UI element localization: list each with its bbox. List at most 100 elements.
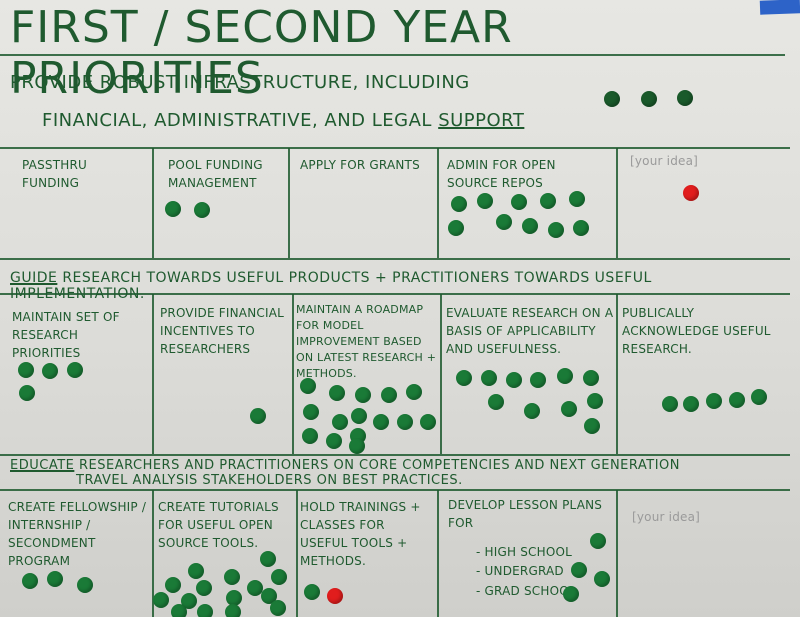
- section-1-header-line-2: financial, administrative, and legal sup…: [42, 110, 524, 131]
- section-3-header-line-2: travel analysis stakeholders on best pra…: [76, 473, 463, 488]
- vote-dot: [530, 372, 546, 388]
- cell-provide-financial-incentives: Provide financial incentives to research…: [160, 306, 285, 356]
- vote-dot: [42, 363, 58, 379]
- divider: [440, 294, 442, 454]
- vote-dot: [181, 593, 197, 609]
- vote-dot: [587, 393, 603, 409]
- vote-dot: [153, 592, 169, 608]
- divider: [152, 490, 154, 617]
- vote-dot: [304, 584, 320, 600]
- vote-dot: [165, 201, 181, 217]
- vote-dot: [524, 403, 540, 419]
- cell-admin-open-source-repos: Admin for open source repos: [447, 158, 556, 190]
- vote-dot: [561, 401, 577, 417]
- section-1-header-prefix: financial, administrative, and legal: [42, 110, 432, 131]
- vote-dot: [194, 202, 210, 218]
- vote-dot: [18, 362, 34, 378]
- section-2-header: Guide research towards useful products +…: [10, 270, 790, 302]
- vote-dot: [188, 563, 204, 579]
- vote-dot: [420, 414, 436, 430]
- vote-dot: [373, 414, 389, 430]
- vote-dot: [22, 573, 38, 589]
- cell-hold-trainings: Hold trainings + classes for useful tool…: [300, 500, 421, 568]
- vote-dot: [226, 590, 242, 606]
- section-2-header-rest: research towards useful products + pract…: [10, 270, 652, 302]
- vote-dot: [481, 370, 497, 386]
- vote-dot: [406, 384, 422, 400]
- blue-tape: [759, 0, 800, 15]
- vote-dot: [641, 91, 657, 107]
- vote-dot: [729, 392, 745, 408]
- vote-dot: [261, 588, 277, 604]
- cell-apply-for-grants: Apply for grants: [300, 158, 420, 172]
- vote-dot: [77, 577, 93, 593]
- vote-dot: [355, 387, 371, 403]
- vote-dot: [540, 193, 556, 209]
- divider: [437, 148, 439, 258]
- section-3-header-underlined: Educate: [10, 458, 75, 473]
- vote-dot: [19, 385, 35, 401]
- vote-dot: [751, 389, 767, 405]
- vote-dot: [522, 218, 538, 234]
- divider: [152, 148, 154, 258]
- lesson-plan-bullet-undergrad: - Undergrad: [476, 564, 564, 578]
- section-3-header-line-1: Educate researchers and practitioners on…: [10, 458, 790, 473]
- lesson-plan-bullet-grad-school: - Grad school: [476, 584, 576, 598]
- vote-dot: [511, 194, 527, 210]
- section-2-header-underlined: Guide: [10, 270, 58, 286]
- vote-dot: [488, 394, 504, 410]
- cell-pool-funding-management: Pool funding management: [168, 158, 263, 190]
- divider: [0, 258, 790, 260]
- cell-evaluate-research: Evaluate research on a basis of applicab…: [446, 306, 614, 356]
- vote-dot: [583, 370, 599, 386]
- vote-dot: [224, 569, 240, 585]
- vote-dot-red: [327, 588, 343, 604]
- vote-dot: [270, 600, 286, 616]
- vote-dot: [47, 571, 63, 587]
- cell-develop-lesson-plans: Develop lesson plans for: [448, 498, 603, 530]
- vote-dot: [351, 408, 367, 424]
- divider: [0, 147, 790, 149]
- cell-create-tutorials: Create tutorials for useful open source …: [158, 500, 279, 550]
- vote-dot: [683, 396, 699, 412]
- vote-dot: [584, 418, 600, 434]
- vote-dot: [332, 414, 348, 430]
- vote-dot: [571, 562, 587, 578]
- vote-dot: [349, 438, 365, 454]
- section-3-header-rest-1: researchers and practitioners on core co…: [79, 458, 681, 473]
- divider: [0, 293, 790, 295]
- cell-passthru-funding: Passthru funding: [22, 158, 87, 190]
- vote-dot: [496, 214, 512, 230]
- vote-dot: [451, 196, 467, 212]
- divider: [616, 148, 618, 258]
- vote-dot: [300, 378, 316, 394]
- board-title: First / Second Year Priorities: [10, 2, 513, 104]
- vote-dot: [260, 551, 276, 567]
- cell-maintain-set-of-research-priorities: Maintain set of research priorities: [12, 310, 120, 360]
- vote-dot: [165, 577, 181, 593]
- vote-dot: [456, 370, 472, 386]
- vote-dot: [563, 586, 579, 602]
- divider: [292, 294, 294, 454]
- vote-dot: [448, 220, 464, 236]
- vote-dot: [557, 368, 573, 384]
- vote-dot: [171, 604, 187, 617]
- vote-dot: [677, 90, 693, 106]
- vote-dot: [594, 571, 610, 587]
- divider: [152, 294, 154, 454]
- vote-dot: [225, 604, 241, 617]
- vote-dot: [381, 387, 397, 403]
- vote-dot: [604, 91, 620, 107]
- divider: [616, 294, 618, 454]
- cell-your-idea-2: [your idea]: [632, 510, 701, 524]
- cell-your-idea-1: [your idea]: [630, 154, 699, 168]
- divider: [0, 454, 790, 456]
- vote-dot: [590, 533, 606, 549]
- vote-dot: [477, 193, 493, 209]
- vote-dot: [397, 414, 413, 430]
- title-underline: [0, 54, 785, 56]
- divider: [616, 490, 618, 617]
- vote-dot: [548, 222, 564, 238]
- vote-dot: [303, 404, 319, 420]
- lesson-plan-bullet-high-school: - High school: [476, 545, 573, 559]
